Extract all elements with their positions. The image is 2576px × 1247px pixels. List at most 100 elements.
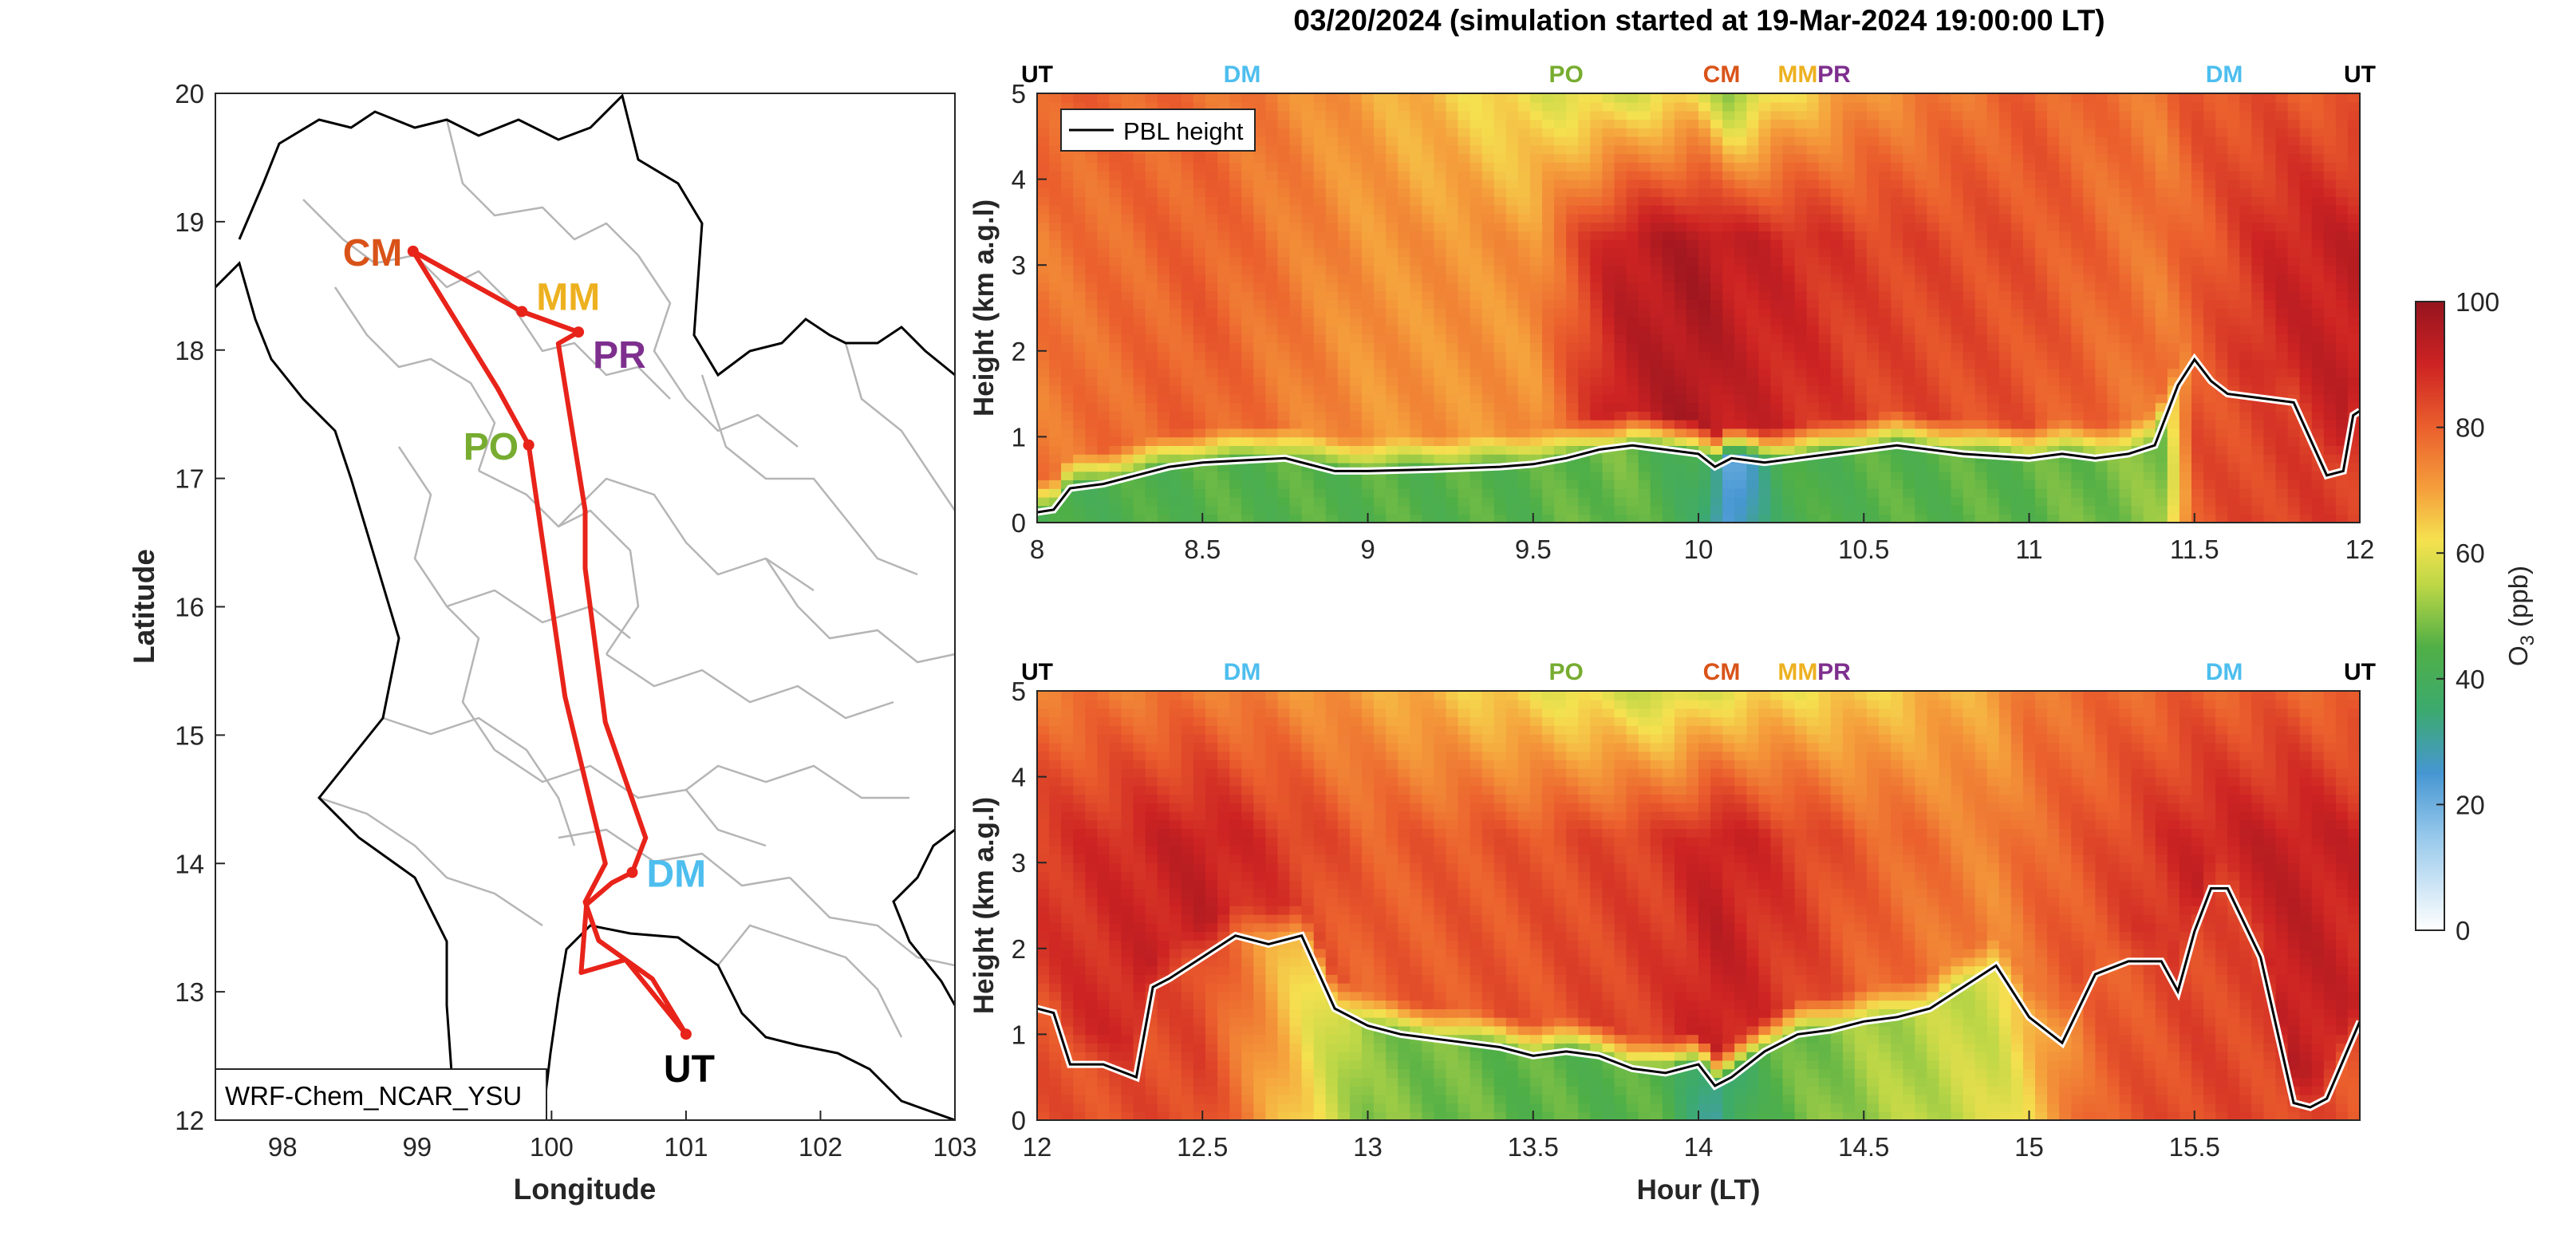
o3-cell (1169, 471, 1182, 480)
o3-cell (1674, 496, 1687, 507)
o3-cell (1337, 479, 1351, 489)
o3-cell (1097, 196, 1110, 206)
o3-cell (1097, 179, 1110, 189)
o3-cell (1915, 350, 1928, 361)
o3-cell (2047, 436, 2060, 446)
o3-cell (2083, 247, 2097, 258)
o3-cell (1974, 128, 1988, 137)
o3-cell (1061, 368, 1074, 377)
o3-cell (1037, 308, 1050, 318)
o3-cell (1217, 187, 1230, 197)
o3-cell (1422, 222, 1435, 231)
o3-cell (1037, 239, 1050, 249)
o3-cell (2010, 274, 2024, 283)
o3-cell (1879, 471, 1892, 480)
o3-cell (1398, 342, 1411, 352)
o3-cell (2167, 265, 2180, 274)
o3-cell (1049, 290, 1062, 301)
o3-cell (1939, 496, 1952, 507)
o3-cell (2107, 342, 2120, 352)
o3-cell (1097, 350, 1110, 361)
o3-cell (1289, 350, 1303, 361)
o3-cell (2010, 488, 2024, 498)
o3-cell (1481, 402, 1495, 412)
o3-cell (1746, 170, 1760, 180)
o3-cell (1193, 274, 1206, 283)
o3-cell (1578, 333, 1592, 343)
o3-cell (2059, 256, 2073, 266)
o3-cell (1734, 187, 1748, 197)
o3-cell (1746, 316, 1760, 326)
o3-cell (1590, 231, 1604, 240)
o3-cell (1602, 282, 1615, 292)
o3-cell (1566, 436, 1580, 446)
o3-cell (2191, 231, 2204, 240)
o3-cell (1398, 274, 1411, 283)
o3-cell (1951, 179, 1964, 189)
o3-cell (1253, 239, 1267, 249)
o3-cell (1746, 222, 1760, 231)
o3-cell (1217, 204, 1230, 215)
o3-cell (2095, 136, 2109, 146)
o3-cell (1217, 342, 1230, 352)
o3-cell (1469, 308, 1483, 318)
o3-cell (1169, 265, 1182, 274)
o3-cell (1806, 308, 1820, 318)
o3-cell (2167, 187, 2180, 197)
o3-cell (1181, 496, 1194, 507)
o3-cell (1446, 110, 1459, 120)
o3-cell (1265, 222, 1279, 231)
o3-cell (1867, 377, 1880, 386)
o3-cell (2107, 411, 2120, 420)
o3-cell (1362, 119, 1375, 128)
o3-cell (1951, 213, 1964, 223)
o3-cell (1614, 436, 1627, 446)
o3-cell (1770, 419, 1784, 429)
o3-cell (2179, 204, 2192, 215)
o3-cell (1517, 213, 1531, 223)
o3-cell (1602, 153, 1615, 163)
o3-cell (1217, 239, 1230, 249)
o3-cell (1181, 290, 1194, 301)
o3-cell (2179, 479, 2192, 489)
o3-cell (2083, 342, 2097, 352)
o3-cell (1686, 419, 1699, 429)
o3-cell (1758, 445, 1772, 455)
o3-cell (1049, 385, 1062, 395)
o3-cell (2191, 393, 2204, 404)
o3-cell (1542, 411, 1555, 420)
o3-cell (1325, 393, 1339, 404)
o3-cell (2047, 471, 2060, 480)
o3-cell (1253, 162, 1267, 172)
o3-cell (2191, 265, 2204, 274)
o3-cell (1602, 436, 1615, 446)
o3-cell (1903, 453, 1916, 464)
o3-cell (1927, 479, 1940, 489)
o3-cell (1903, 377, 1916, 386)
o3-cell (1217, 419, 1230, 429)
o3-cell (1481, 290, 1495, 301)
o3-cell (1842, 488, 1856, 498)
o3-cell (1830, 247, 1844, 258)
o3-cell (1891, 136, 1904, 146)
o3-cell (1362, 428, 1375, 438)
o3-cell (1710, 488, 1723, 498)
o3-cell (1037, 299, 1050, 309)
o3-cell (1241, 187, 1255, 197)
o3-cell (1758, 274, 1772, 283)
o3-cell (2107, 308, 2120, 318)
o3-cell (1181, 445, 1194, 455)
o3-cell (1133, 359, 1146, 369)
o3-cell (1422, 119, 1435, 128)
o3-cell (2155, 93, 2168, 103)
o3-cell (1891, 419, 1904, 429)
o3-cell (1578, 101, 1592, 112)
o3-cell (1794, 333, 1808, 343)
o3-cell (1493, 231, 1507, 240)
o3-cell (1325, 419, 1339, 429)
o3-cell (1313, 385, 1327, 395)
o3-cell (1073, 239, 1087, 249)
o3-cell (1374, 247, 1387, 258)
o3-cell (1481, 471, 1495, 480)
o3-cell (1362, 471, 1375, 480)
